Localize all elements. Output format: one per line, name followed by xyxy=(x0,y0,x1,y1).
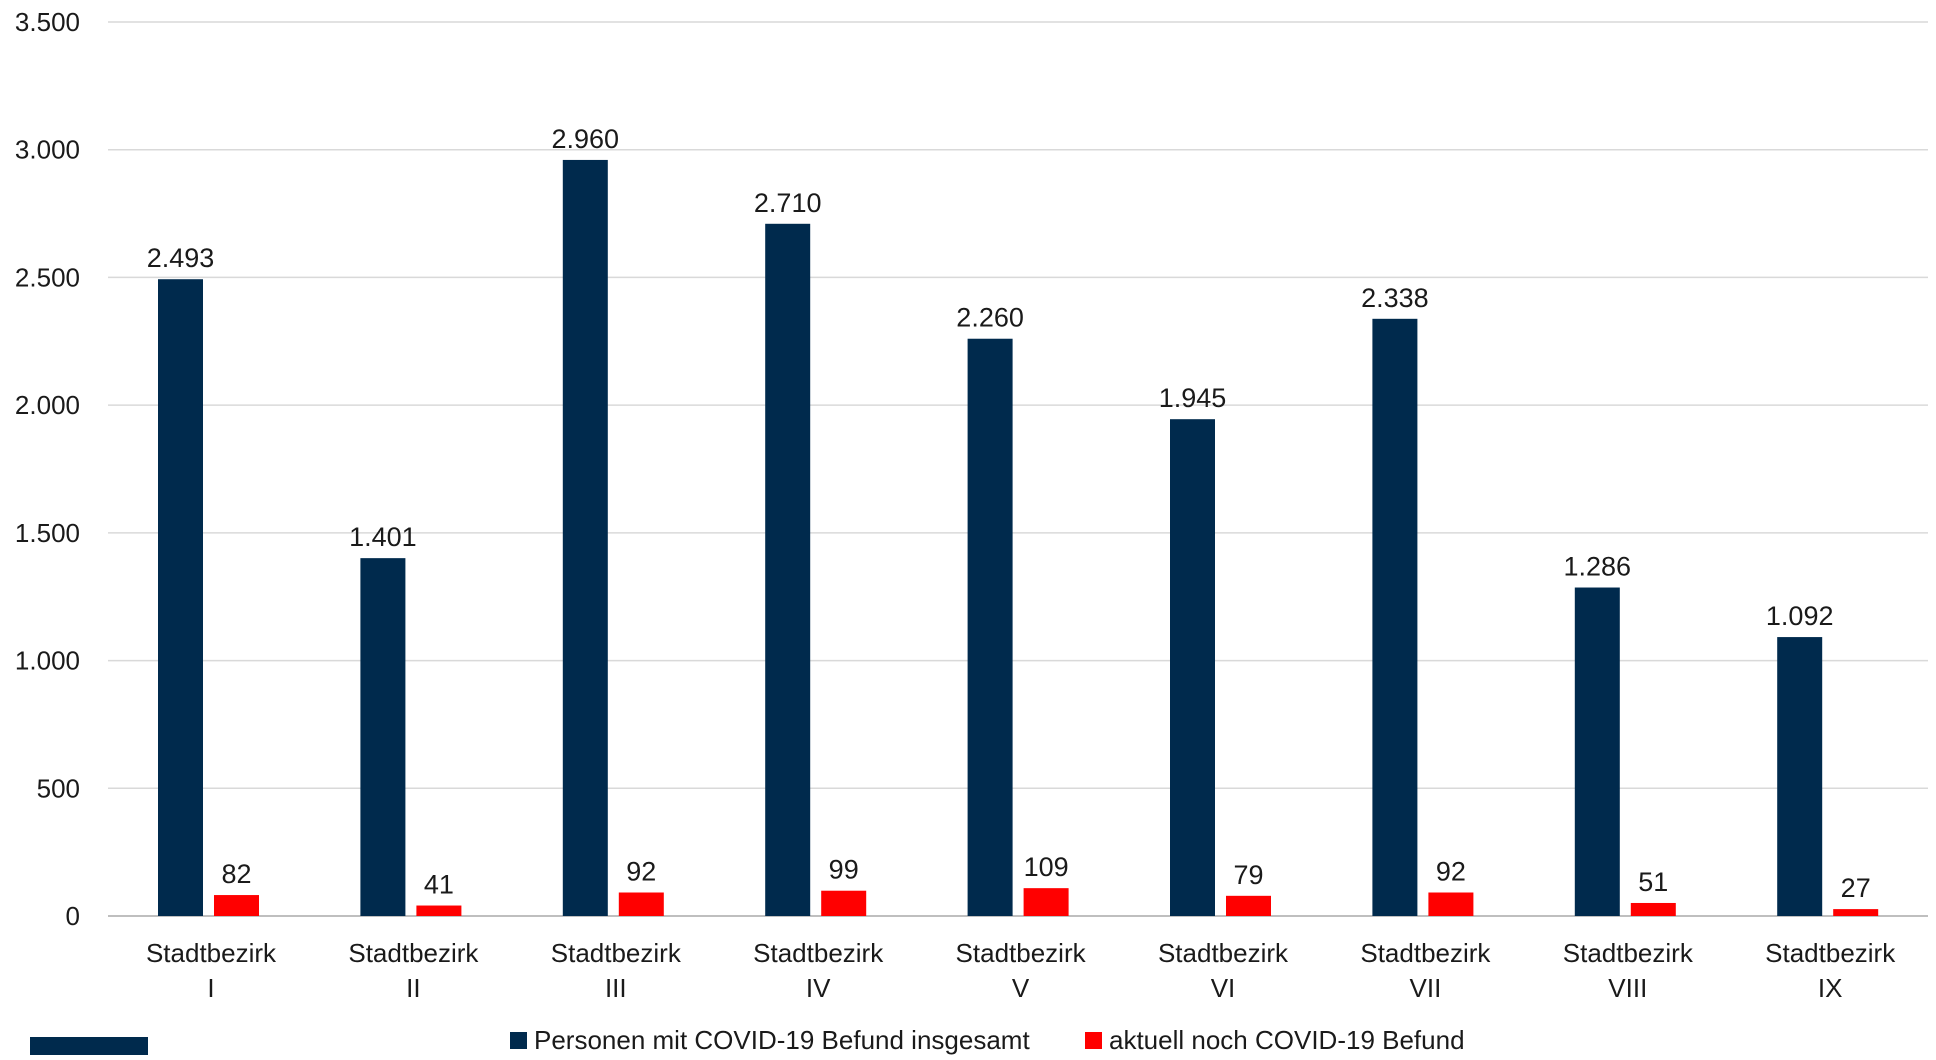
bar-current xyxy=(1226,895,1271,916)
x-category-label: Stadtbezirk xyxy=(1563,938,1694,968)
data-label-total: 1.945 xyxy=(1159,383,1227,413)
x-category-label: Stadtbezirk xyxy=(551,938,682,968)
bar-total xyxy=(1777,637,1823,916)
x-category-label: Stadtbezirk xyxy=(956,938,1087,968)
bar-total xyxy=(765,223,811,916)
legend-label: aktuell noch COVID-19 Befund xyxy=(1109,1025,1465,1055)
legend-label: Personen mit COVID-19 Befund insgesamt xyxy=(534,1025,1030,1055)
bar-current xyxy=(1023,888,1069,916)
x-category-label: Stadtbezirk xyxy=(1158,938,1289,968)
y-tick-label: 3.500 xyxy=(15,7,80,37)
y-tick-label: 2.000 xyxy=(15,390,80,420)
bar-total xyxy=(967,338,1013,916)
data-label-current: 41 xyxy=(424,870,454,900)
legend-swatch xyxy=(510,1032,527,1049)
x-category-label: Stadtbezirk xyxy=(1765,938,1896,968)
y-tick-label: 2.500 xyxy=(15,262,80,292)
data-label-total: 2.710 xyxy=(754,188,822,218)
data-label-current: 79 xyxy=(1233,860,1263,890)
x-category-label: Stadtbezirk xyxy=(146,938,277,968)
data-label-current: 92 xyxy=(1436,857,1466,887)
bar-current xyxy=(1428,892,1474,916)
data-label-current: 109 xyxy=(1024,852,1069,882)
y-axis-ticks: 0 500 1.000 1.500 2.000 2.500 3.000 3.500 xyxy=(15,7,80,931)
bar-current xyxy=(214,895,259,916)
bar-total xyxy=(562,159,608,917)
x-category-label: III xyxy=(605,973,627,1003)
bar-current xyxy=(416,905,462,916)
y-tick-label: 3.000 xyxy=(15,135,80,165)
data-label-total: 1.286 xyxy=(1564,552,1632,582)
x-category-label: VIII xyxy=(1608,973,1647,1003)
x-axis-categories: Stadtbezirk I Stadtbezirk II Stadtbezirk III S… xyxy=(146,938,1896,1003)
x-category-label: V xyxy=(1012,973,1030,1003)
bar-total xyxy=(1372,318,1418,917)
data-label-current: 51 xyxy=(1638,867,1668,897)
bar-current xyxy=(1833,909,1879,916)
data-label-total: 2.493 xyxy=(147,243,215,273)
bars xyxy=(158,159,1879,917)
y-tick-label: 1.000 xyxy=(15,646,80,676)
y-tick-label: 0 xyxy=(66,901,80,931)
data-label-total: 1.092 xyxy=(1766,601,1834,631)
legend: Personen mit COVID-19 Befund insgesamt ak… xyxy=(510,1025,1465,1055)
data-label-current: 27 xyxy=(1841,873,1871,903)
data-label-current: 99 xyxy=(829,855,859,885)
data-label-total: 2.338 xyxy=(1361,283,1429,313)
x-category-label: Stadtbezirk xyxy=(753,938,884,968)
bar-total xyxy=(158,279,203,917)
bar-total xyxy=(360,558,406,916)
y-tick-label: 500 xyxy=(37,773,80,803)
bar-current xyxy=(1630,902,1676,916)
y-tick-label: 1.500 xyxy=(15,518,80,548)
legend-swatch xyxy=(1085,1032,1102,1049)
x-category-label: VI xyxy=(1211,973,1236,1003)
bar-current xyxy=(618,892,664,916)
data-labels: 2.493 1.401 2.960 2.710 2.260 1.945 2.338 1.286… xyxy=(147,124,1871,903)
bar-total xyxy=(1574,587,1620,916)
data-label-total: 2.960 xyxy=(552,124,620,154)
data-label-current: 82 xyxy=(221,859,251,889)
x-category-label: IV xyxy=(806,973,831,1003)
x-category-label: Stadtbezirk xyxy=(1360,938,1491,968)
x-category-label: VII xyxy=(1410,973,1442,1003)
x-category-label: I xyxy=(207,973,214,1003)
data-label-current: 92 xyxy=(626,857,656,887)
gridlines xyxy=(108,21,1928,917)
bar-total xyxy=(1170,419,1215,916)
data-label-total: 2.260 xyxy=(956,303,1024,333)
x-category-label: IX xyxy=(1818,973,1843,1003)
x-category-label: Stadtbezirk xyxy=(348,938,479,968)
x-category-label: II xyxy=(406,973,420,1003)
corner-brand-mark xyxy=(30,1037,148,1055)
bar-current xyxy=(821,890,867,916)
data-label-total: 1.401 xyxy=(349,522,417,552)
